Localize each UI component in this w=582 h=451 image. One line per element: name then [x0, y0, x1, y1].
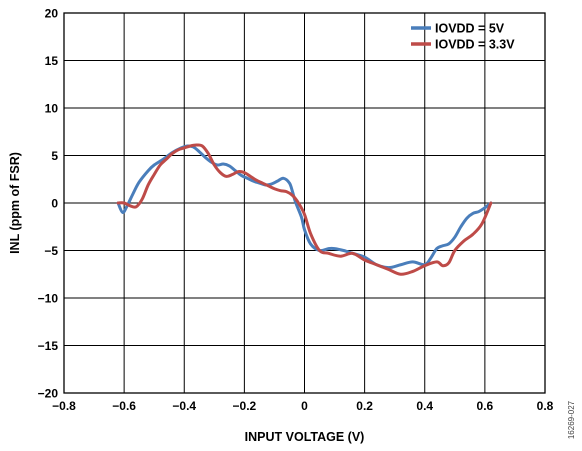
x-tick-labels: −0.8 −0.6 −0.4 −0.2 0 0.2 0.4 0.6 0.8 [52, 399, 554, 413]
x-tick-label: 0.6 [477, 399, 494, 413]
x-tick-label: −0.2 [233, 399, 257, 413]
x-tick-label: 0.2 [356, 399, 373, 413]
y-tick-label: 15 [45, 54, 59, 68]
y-tick-label: 10 [45, 102, 59, 116]
y-tick-labels: 20 15 10 5 0 −5 −10 −15 −20 [38, 7, 59, 401]
x-tick-label: 0 [301, 399, 308, 413]
y-tick-label: −10 [38, 292, 59, 306]
legend-label: IOVDD = 3.3V [435, 38, 515, 52]
x-tick-label: 0.8 [537, 399, 554, 413]
x-tick-label: −0.6 [112, 399, 136, 413]
plot-frame [63, 12, 546, 394]
legend-label: IOVDD = 5V [435, 22, 505, 36]
x-tick-label: 0.4 [416, 399, 433, 413]
y-axis-label: INL (ppm of FSR) [8, 152, 22, 254]
x-axis-label: INPUT VOLTAGE (V) [245, 430, 365, 444]
y-tick-label: 20 [45, 7, 59, 21]
y-tick-label: 5 [51, 149, 58, 163]
y-tick-label: 0 [51, 197, 58, 211]
x-tick-label: −0.8 [52, 399, 76, 413]
y-tick-label: −5 [44, 244, 58, 258]
grid-lines [63, 12, 546, 394]
series-lines [116, 143, 493, 276]
y-tick-label: −15 [38, 339, 59, 353]
y-tick-label: −20 [38, 387, 59, 401]
figure-id: 16269-027 [567, 400, 576, 439]
legend: IOVDD = 5V IOVDD = 3.3V [411, 22, 515, 52]
series-line-iovdd-3v3 [116, 143, 493, 276]
x-tick-label: −0.4 [172, 399, 196, 413]
